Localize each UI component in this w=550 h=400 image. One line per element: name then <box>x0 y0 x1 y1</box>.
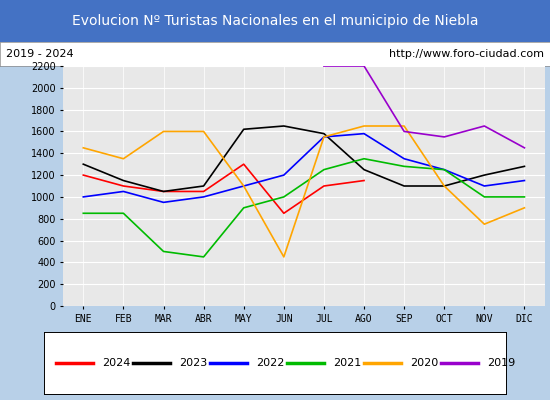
Text: 2021: 2021 <box>333 358 361 368</box>
Text: http://www.foro-ciudad.com: http://www.foro-ciudad.com <box>389 49 544 59</box>
Text: Evolucion Nº Turistas Nacionales en el municipio de Niebla: Evolucion Nº Turistas Nacionales en el m… <box>72 14 478 28</box>
Text: 2019: 2019 <box>487 358 515 368</box>
Text: 2023: 2023 <box>179 358 207 368</box>
Text: 2020: 2020 <box>410 358 438 368</box>
Text: 2022: 2022 <box>256 358 284 368</box>
Text: 2024: 2024 <box>102 358 130 368</box>
Text: 2019 - 2024: 2019 - 2024 <box>6 49 73 59</box>
